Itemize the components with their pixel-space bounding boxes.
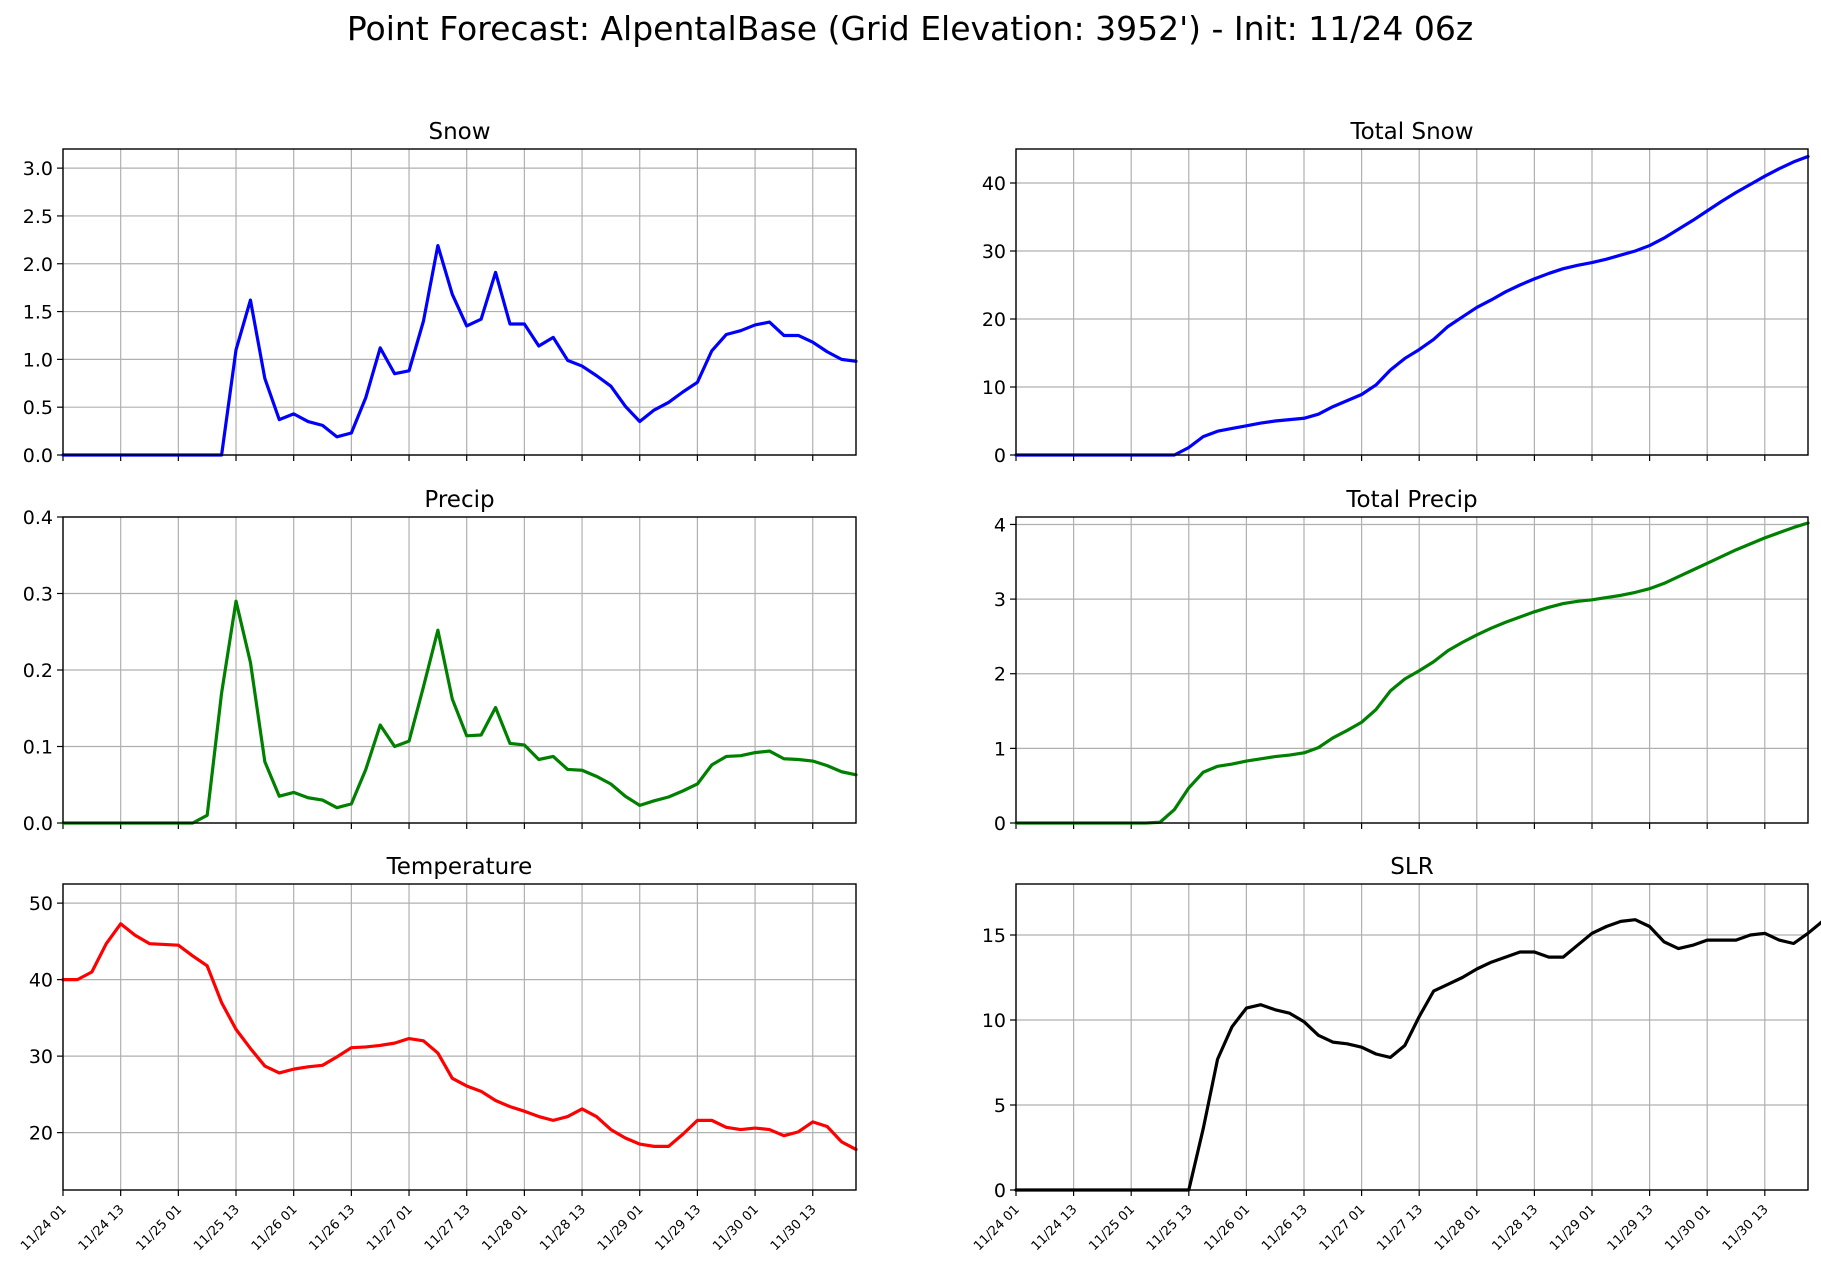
total-precip-chart: Total Precip 0 1 2 3 4 (994, 487, 1810, 835)
temperature-xtick-label: 11/26 01 (249, 1202, 301, 1254)
slr-xtick-label: 11/26 01 (1202, 1202, 1254, 1254)
temperature-xtick-label: 11/30 13 (768, 1202, 820, 1254)
total-snow-ytick-label: 0 (994, 445, 1006, 467)
total-precip-ytick-label: 2 (994, 664, 1006, 686)
total-precip-title: Total Precip (1345, 487, 1477, 513)
slr-xtick-label: 11/30 13 (1720, 1202, 1772, 1254)
total-snow-series-line (1014, 154, 1810, 457)
slr-ytick-label: 5 (994, 1095, 1006, 1117)
total-precip-series-line (1014, 521, 1810, 825)
temperature-ytick-label: 20 (29, 1123, 53, 1145)
snow-chart: Snow 0.0 0.5 1.0 1.5 2.0 2.5 3.0 (23, 119, 858, 467)
snow-series-line (61, 243, 858, 457)
slr-title: SLR (1390, 854, 1433, 880)
slr-xtick-label: 11/28 13 (1490, 1202, 1542, 1254)
temperature-series-line (61, 922, 858, 1152)
total-snow-ytick-label: 20 (982, 309, 1006, 331)
snow-axes-frame (62, 148, 857, 456)
temperature-xtick-label: 11/26 13 (306, 1202, 358, 1254)
temperature-xtick-label: 11/25 13 (191, 1202, 243, 1254)
temperature-ytick-label: 40 (29, 970, 53, 992)
snow-ytick-label: 0.5 (23, 397, 53, 419)
slr-xtick-label: 11/26 13 (1259, 1202, 1311, 1254)
precip-ytick-label: 0.3 (23, 584, 53, 606)
precip-chart: Precip 0.0 0.1 0.2 0.3 0.4 (23, 487, 858, 835)
precip-ytick-label: 0.2 (23, 660, 53, 682)
temperature-ytick-label: 30 (29, 1046, 53, 1068)
snow-ytick-label: 2.0 (23, 254, 53, 276)
total-snow-ytick-label: 40 (982, 173, 1006, 195)
slr-series-line (1014, 918, 1821, 1192)
temperature-xtick-label: 11/24 01 (18, 1202, 70, 1254)
total-precip-ytick-label: 4 (994, 514, 1006, 536)
snow-title: Snow (428, 119, 490, 145)
slr-xtick-label: 11/25 01 (1086, 1202, 1138, 1254)
slr-xtick-label: 11/24 13 (1029, 1202, 1081, 1254)
slr-xtick-label: 11/28 01 (1432, 1202, 1484, 1254)
temperature-axes-frame (62, 883, 857, 1191)
total-snow-chart: Total Snow 0 10 20 30 40 (982, 119, 1810, 467)
slr-axes-frame (1015, 883, 1809, 1191)
temperature-ytick-label: 50 (29, 893, 53, 915)
snow-ytick-label: 1.0 (23, 349, 53, 371)
snow-ytick-label: 3.0 (23, 158, 53, 180)
slr-xtick-label: 11/29 13 (1605, 1202, 1657, 1254)
figure-title: Point Forecast: AlpentalBase (Grid Eleva… (347, 9, 1473, 48)
total-snow-ytick-label: 10 (982, 377, 1006, 399)
slr-xtick-label: 11/27 13 (1374, 1202, 1426, 1254)
temperature-xtick-label: 11/27 01 (364, 1202, 416, 1254)
total-snow-title: Total Snow (1349, 119, 1473, 145)
precip-title: Precip (424, 487, 494, 513)
precip-series-line (61, 599, 858, 825)
temperature-xtick-label: 11/25 01 (133, 1202, 185, 1254)
slr-xtick-label: 11/30 01 (1662, 1202, 1714, 1254)
temperature-xtick-label: 11/24 13 (76, 1202, 128, 1254)
total-precip-axes-frame (1015, 516, 1809, 824)
snow-ytick-label: 1.5 (23, 302, 53, 324)
total-snow-axes-frame (1015, 148, 1809, 456)
slr-xtick-label: 11/24 01 (971, 1202, 1023, 1254)
precip-ytick-label: 0.4 (23, 507, 53, 529)
slr-ytick-label: 0 (994, 1180, 1006, 1202)
total-snow-ytick-label: 30 (982, 241, 1006, 263)
temperature-xtick-label: 11/27 13 (422, 1202, 474, 1254)
temperature-title: Temperature (386, 854, 533, 880)
precip-ytick-label: 0.0 (23, 813, 53, 835)
precip-axes-frame (62, 516, 857, 824)
precip-ytick-label: 0.1 (23, 737, 53, 759)
temperature-xtick-label: 11/29 01 (595, 1202, 647, 1254)
temperature-xtick-label: 11/28 01 (479, 1202, 531, 1254)
snow-ytick-label: 2.5 (23, 206, 53, 228)
temperature-chart: Temperature 11/24 01 11/24 13 11/25 01 11/25… (18, 854, 858, 1254)
total-precip-ytick-label: 0 (994, 813, 1006, 835)
total-precip-ytick-label: 1 (994, 738, 1006, 760)
slr-xtick-label: 11/29 01 (1547, 1202, 1599, 1254)
temperature-xtick-label: 11/29 13 (653, 1202, 705, 1254)
slr-ytick-label: 10 (982, 1010, 1006, 1032)
total-precip-ytick-label: 3 (994, 589, 1006, 611)
slr-ytick-label: 15 (982, 925, 1006, 947)
temperature-xtick-label: 11/30 01 (710, 1202, 762, 1254)
slr-xtick-label: 11/27 01 (1317, 1202, 1369, 1254)
slr-xtick-label: 11/25 13 (1144, 1202, 1196, 1254)
temperature-xtick-label: 11/28 13 (537, 1202, 589, 1254)
snow-ytick-label: 0.0 (23, 445, 53, 467)
